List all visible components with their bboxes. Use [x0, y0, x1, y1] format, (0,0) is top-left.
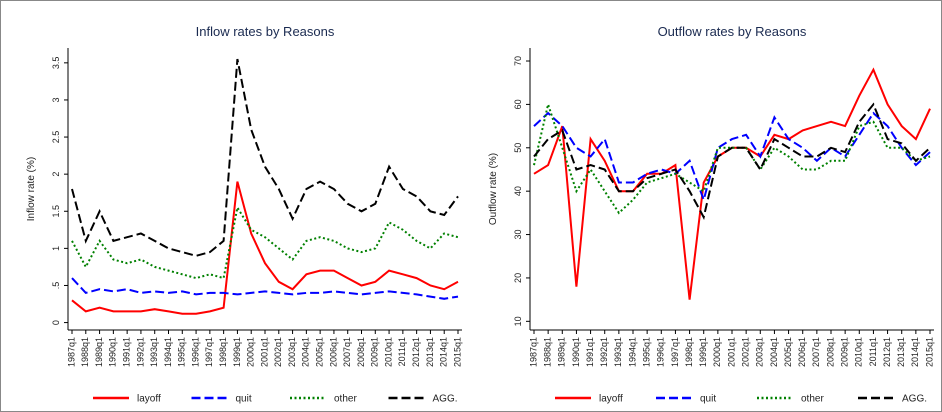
y-tick-label: 20 [513, 273, 523, 283]
x-tick-label: 2002q1 [273, 337, 283, 367]
legend-label: quit [236, 394, 252, 405]
x-tick-label: 2003q1 [755, 337, 765, 367]
x-tick-label: 2015q1 [924, 337, 934, 367]
x-tick-label: 1990q1 [571, 337, 581, 367]
x-tick-label: 2014q1 [910, 337, 920, 367]
y-tick-label: 40 [513, 186, 523, 196]
x-tick-label: 2012q1 [882, 337, 892, 367]
chart-title: Outflow rates by Reasons [658, 24, 807, 39]
x-tick-label: 1995q1 [642, 337, 652, 367]
x-tick-label: 2008q1 [825, 337, 835, 367]
x-tick-label: 1991q1 [122, 337, 132, 367]
series-line [533, 111, 931, 204]
x-tick-label: 2014q1 [439, 337, 449, 367]
x-tick-label: 2004q1 [769, 337, 779, 367]
x-tick-label: 2010q1 [383, 337, 393, 367]
x-tick-label: 1991q1 [585, 337, 595, 367]
y-tick-label: 50 [513, 143, 523, 153]
x-tick-label: 2005q1 [783, 337, 793, 367]
x-tick-label: 2008q1 [356, 337, 366, 367]
legend-label: layoff [137, 394, 161, 405]
y-tick-label: 60 [513, 99, 523, 109]
x-tick-label: 2000q1 [712, 337, 722, 367]
x-tick-label: 2015q1 [452, 337, 462, 367]
x-tick-label: 2001q1 [726, 337, 736, 367]
legend-label: quit [700, 394, 716, 405]
y-tick-label: 70 [513, 56, 523, 66]
y-tick-label: 0 [51, 320, 61, 325]
x-tick-label: 1998q1 [218, 337, 228, 367]
x-tick-label: 1989q1 [557, 337, 567, 367]
x-tick-label: 2006q1 [328, 337, 338, 367]
x-tick-label: 1997q1 [670, 337, 680, 367]
series-line [71, 58, 459, 257]
legend-label: layoff [599, 394, 623, 405]
x-tick-label: 1988q1 [543, 337, 553, 367]
x-tick-label: 1999q1 [232, 337, 242, 367]
x-tick-label: 2001q1 [259, 337, 269, 367]
legend-label: other [801, 394, 824, 405]
legend-label: AGG. [433, 394, 458, 405]
x-tick-label: 1995q1 [177, 337, 187, 367]
x-tick-label: 1993q1 [149, 337, 159, 367]
x-tick-label: 2010q1 [854, 337, 864, 367]
x-tick-label: 1992q1 [599, 337, 609, 367]
x-tick-label: 1990q1 [108, 337, 118, 367]
legend-label: AGG. [902, 394, 927, 405]
series-line [533, 102, 931, 220]
x-tick-label: 2013q1 [896, 337, 906, 367]
series-line [71, 277, 459, 300]
x-tick-label: 1989q1 [94, 337, 104, 367]
x-tick-label: 2004q1 [301, 337, 311, 367]
y-tick-label: 1 [51, 246, 61, 251]
x-tick-label: 2007q1 [342, 337, 352, 367]
y-tick-label: 3.5 [51, 57, 61, 70]
legend-label: other [334, 394, 357, 405]
x-tick-label: 1998q1 [684, 337, 694, 367]
x-tick-label: 1987q1 [528, 337, 538, 367]
x-tick-label: 2006q1 [797, 337, 807, 367]
x-tick-label: 1997q1 [204, 337, 214, 367]
x-tick-label: 2012q1 [411, 337, 421, 367]
y-axis-label: Outflow rate (%) [488, 153, 499, 225]
x-tick-label: 1988q1 [80, 337, 90, 367]
x-tick-label: 1994q1 [627, 337, 637, 367]
y-tick-label: 3 [51, 97, 61, 102]
y-tick-label: 30 [513, 230, 523, 240]
series-line [71, 181, 459, 315]
x-tick-label: 1992q1 [135, 337, 145, 367]
x-tick-label: 2009q1 [370, 337, 380, 367]
x-tick-label: 1999q1 [698, 337, 708, 367]
y-axis-label: Inflow rate (%) [26, 157, 37, 221]
x-tick-label: 1996q1 [190, 337, 200, 367]
x-tick-label: 2011q1 [397, 337, 407, 366]
x-tick-label: 2000q1 [246, 337, 256, 367]
x-tick-label: 2007q1 [811, 337, 821, 367]
y-tick-label: 2.5 [51, 131, 61, 144]
chart-title: Inflow rates by Reasons [196, 24, 335, 39]
series-line [71, 204, 459, 280]
x-tick-label: 1993q1 [613, 337, 623, 367]
y-tick-label: .5 [51, 282, 61, 290]
x-tick-label: 1996q1 [656, 337, 666, 367]
x-tick-label: 2013q1 [425, 337, 435, 367]
y-tick-label: 2 [51, 172, 61, 177]
x-tick-label: 2003q1 [287, 337, 297, 367]
x-tick-label: 1987q1 [66, 337, 76, 367]
x-tick-label: 2009q1 [840, 337, 850, 367]
y-tick-label: 1.5 [51, 205, 61, 218]
x-tick-label: 2002q1 [741, 337, 751, 367]
x-tick-label: 1994q1 [163, 337, 173, 367]
y-tick-label: 10 [513, 316, 523, 326]
x-tick-label: 2005q1 [315, 337, 325, 367]
x-tick-label: 2011q1 [868, 337, 878, 366]
